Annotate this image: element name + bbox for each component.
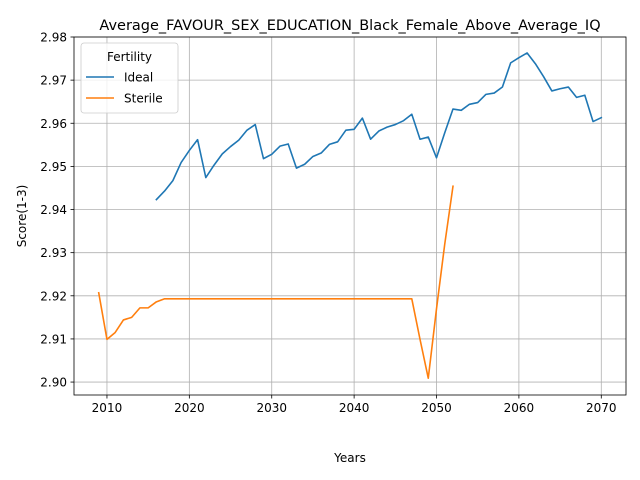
plot-frame <box>73 36 627 396</box>
y-tick-label: 2.95 <box>40 160 67 174</box>
y-tick-label: 2.90 <box>40 376 67 390</box>
y-tick-label: 2.96 <box>40 117 67 131</box>
y-tick-label: 2.91 <box>40 332 67 346</box>
y-axis-label: Score(1-3) <box>15 185 29 248</box>
x-tick-label: 2030 <box>256 401 287 415</box>
legend-label-ideal: Ideal <box>124 71 153 85</box>
grid <box>74 36 626 395</box>
x-tick-label: 2050 <box>421 401 452 415</box>
series-line-sterile <box>97 185 454 379</box>
x-tick-label: 2070 <box>586 401 617 415</box>
y-tick-label: 2.94 <box>40 203 67 217</box>
x-tick-label: 2020 <box>174 401 205 415</box>
series-line-ideal <box>155 52 603 201</box>
y-tick-label: 2.98 <box>40 31 67 45</box>
x-axis-label: Years <box>333 451 366 465</box>
y-tick-label: 2.93 <box>40 246 67 260</box>
legend: Fertility Ideal Sterile <box>80 42 179 114</box>
x-tick-label: 2010 <box>92 401 123 415</box>
y-tick-label: 2.97 <box>40 74 67 88</box>
legend-box <box>80 42 179 114</box>
axis-ticks: 2010 2020 2030 2040 2050 2060 2070 2.90 2.91 2.92… <box>40 31 616 416</box>
series-lines <box>97 52 603 379</box>
x-tick-label: 2060 <box>504 401 535 415</box>
chart-title: Average_FAVOUR_SEX_EDUCATION_Black_Femal… <box>99 18 600 34</box>
legend-label-sterile: Sterile <box>124 92 163 106</box>
x-tick-label: 2040 <box>339 401 370 415</box>
legend-title: Fertility <box>107 50 152 64</box>
y-tick-label: 2.92 <box>40 289 67 303</box>
